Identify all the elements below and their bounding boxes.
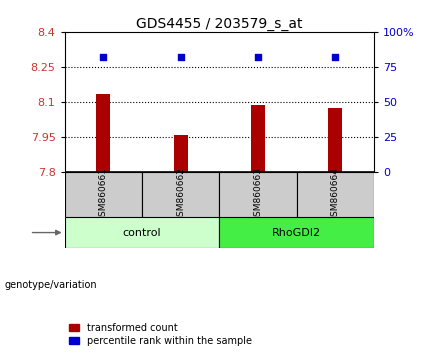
- Bar: [96, 93, 110, 172]
- Text: GSM860661: GSM860661: [99, 167, 108, 222]
- Legend: transformed count, percentile rank within the sample: transformed count, percentile rank withi…: [69, 323, 252, 346]
- Text: GSM860664: GSM860664: [331, 167, 340, 222]
- Bar: [297, 172, 374, 217]
- Bar: [142, 172, 219, 217]
- Bar: [329, 108, 342, 172]
- Point: [100, 54, 107, 60]
- Point: [332, 54, 339, 60]
- Bar: [219, 172, 297, 217]
- Title: GDS4455 / 203579_s_at: GDS4455 / 203579_s_at: [136, 17, 303, 31]
- Bar: [219, 217, 374, 248]
- Bar: [174, 136, 187, 172]
- Text: GSM860662: GSM860662: [176, 167, 185, 222]
- Point: [255, 54, 261, 60]
- Text: RhoGDI2: RhoGDI2: [272, 228, 321, 238]
- Point: [177, 54, 184, 60]
- Bar: [64, 172, 142, 217]
- Bar: [64, 217, 219, 248]
- Text: control: control: [123, 228, 161, 238]
- Text: genotype/variation: genotype/variation: [4, 280, 97, 290]
- Text: GSM860663: GSM860663: [254, 167, 262, 222]
- Bar: [251, 105, 265, 172]
